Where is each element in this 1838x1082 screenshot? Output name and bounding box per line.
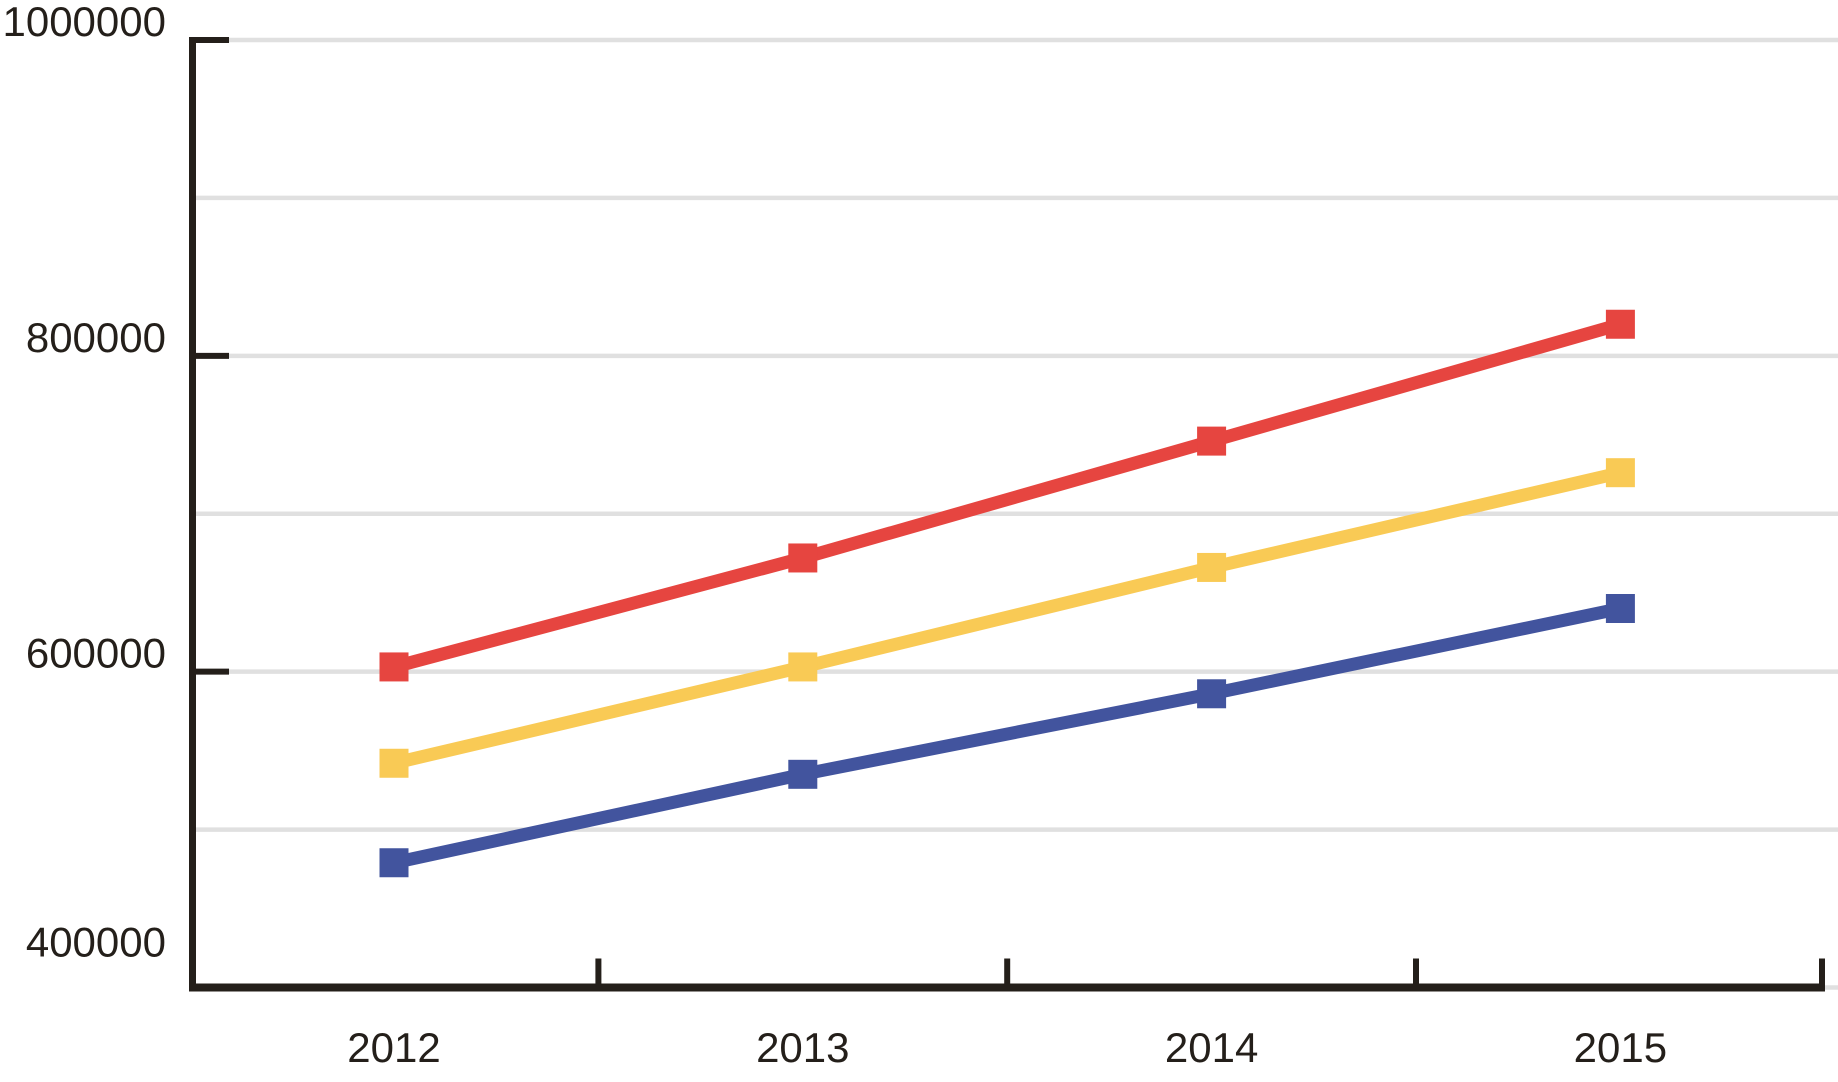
data-point-marker-yellow	[1197, 552, 1227, 582]
y-axis-tick-label: 600000	[26, 630, 166, 677]
x-axis-tick-label: 2013	[756, 1024, 849, 1071]
x-axis-tick-label: 2014	[1165, 1024, 1258, 1071]
data-point-marker-blue	[1605, 594, 1635, 623]
y-axis-tick-label: 1000000	[2, 0, 166, 45]
data-point-marker-red	[1605, 309, 1635, 339]
data-point-marker-blue	[379, 848, 409, 878]
data-point-marker-yellow	[1605, 458, 1635, 488]
data-point-marker-blue	[1197, 679, 1227, 709]
series-line-blue	[392, 602, 1622, 870]
data-point-marker-red	[379, 652, 409, 682]
data-point-marker-yellow	[788, 652, 818, 682]
x-axis-tick-label: 2015	[1574, 1024, 1667, 1071]
data-point-marker-yellow	[379, 748, 409, 778]
x-axis-tick-label: 2012	[347, 1024, 440, 1071]
data-point-marker-red	[1197, 426, 1227, 456]
series-line-red	[392, 318, 1623, 674]
y-axis-tick-label: 800000	[26, 314, 166, 361]
series-line-yellow	[392, 466, 1622, 770]
data-point-marker-blue	[788, 759, 818, 789]
data-point-marker-red	[788, 543, 818, 573]
y-axis-tick-label: 400000	[26, 919, 166, 966]
